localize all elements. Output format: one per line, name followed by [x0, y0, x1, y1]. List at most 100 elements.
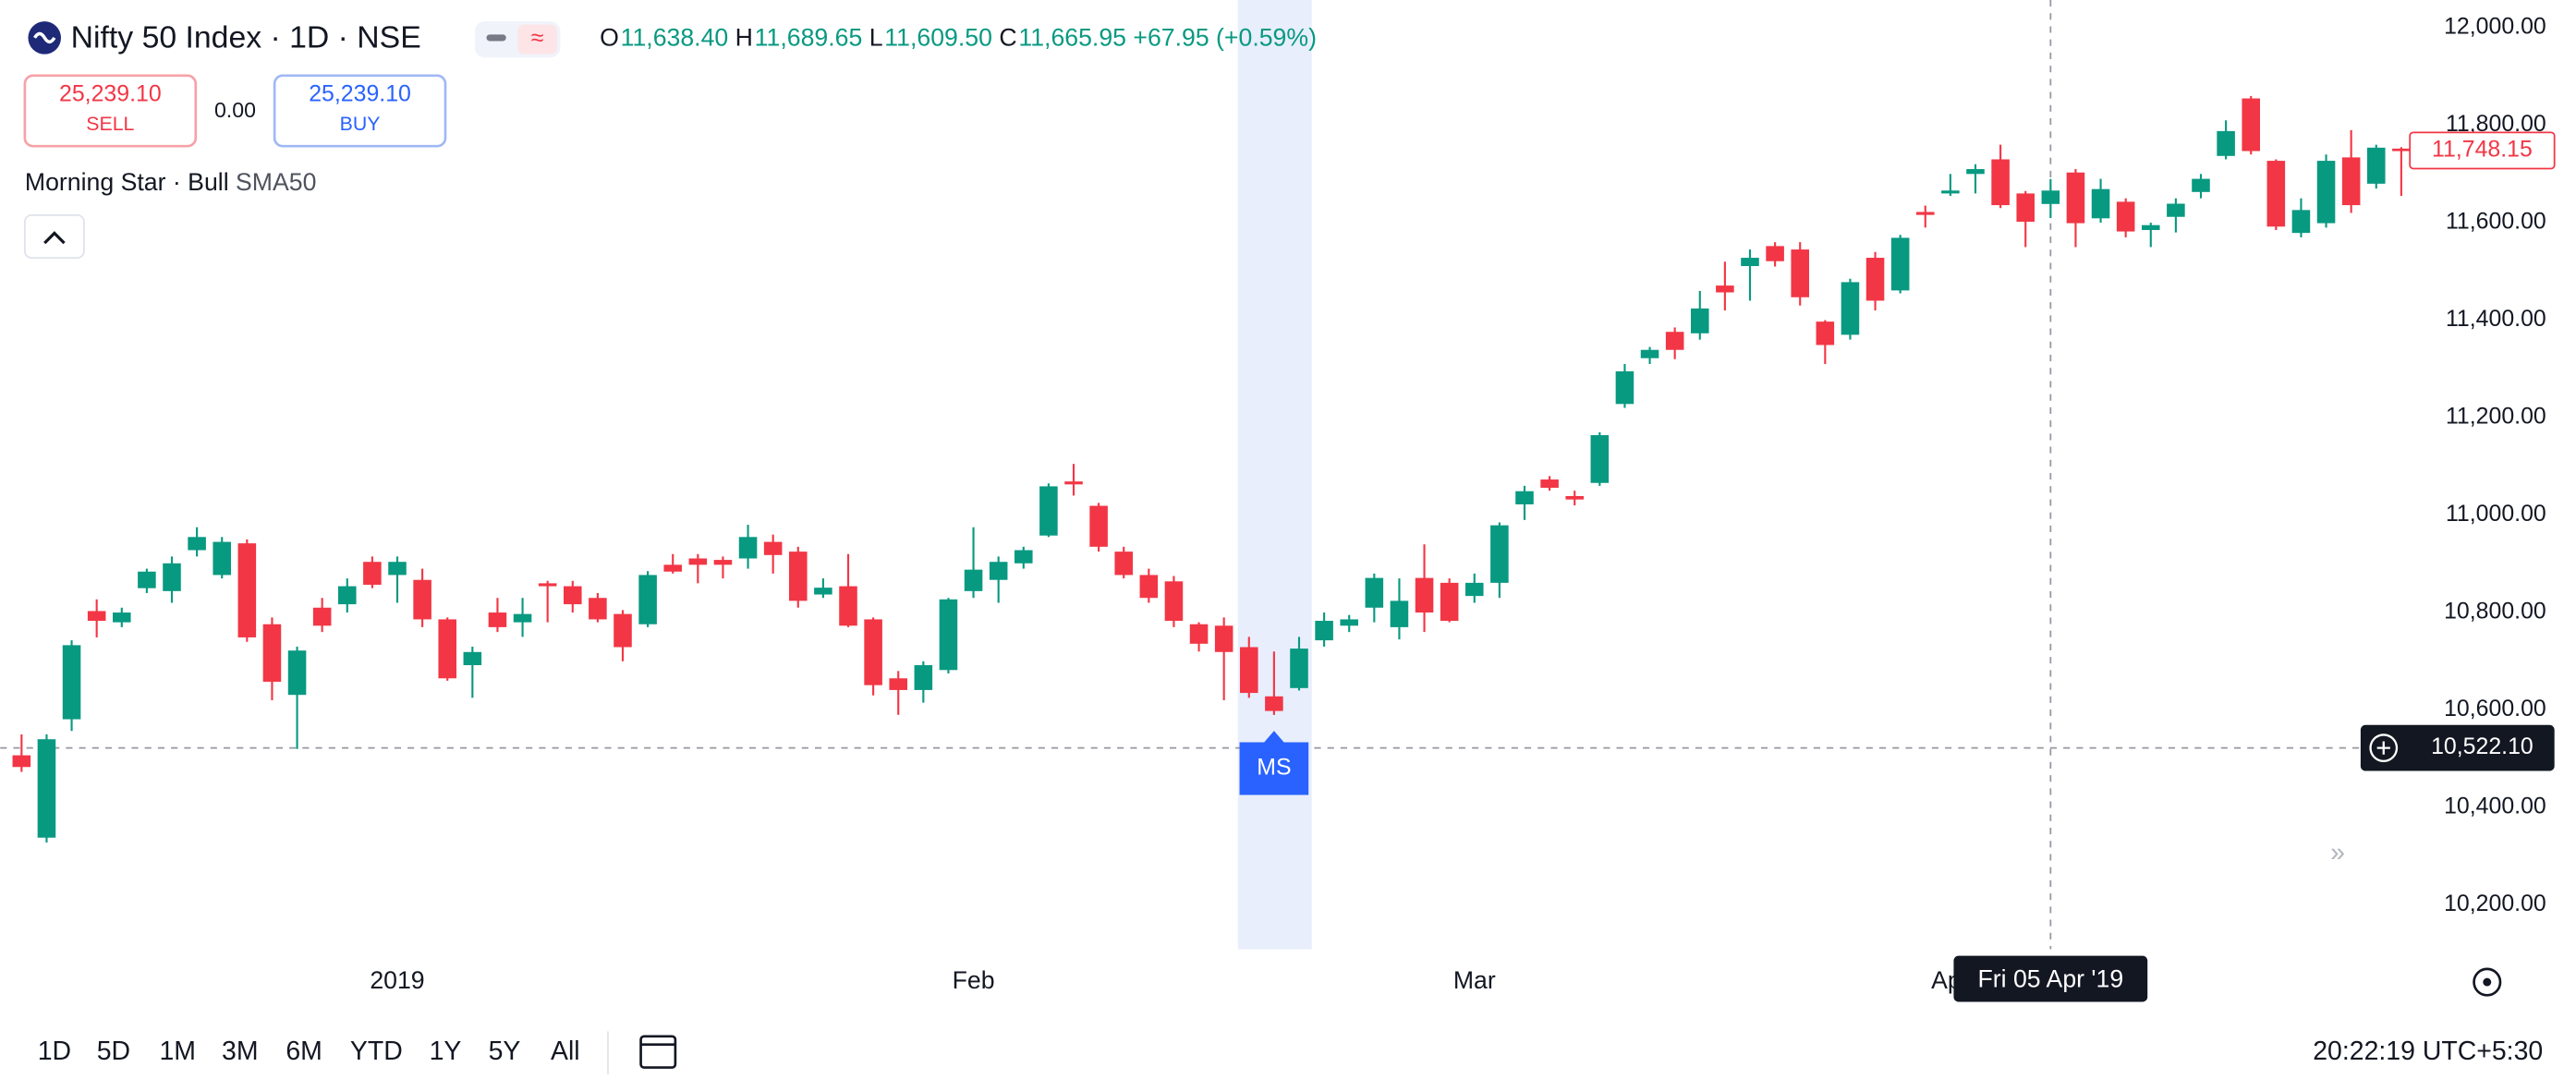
crosshair-date-tag	[1953, 955, 2148, 1002]
candle-body	[2316, 161, 2336, 224]
candle-body	[1490, 525, 1509, 583]
y-tick-label: 11,200.00	[2446, 404, 2546, 430]
range-button[interactable]: 5Y	[489, 1037, 521, 1066]
candle-body	[688, 558, 708, 565]
candle-body	[1941, 190, 1960, 194]
candle-body	[589, 598, 607, 620]
ohlc-gap	[992, 24, 999, 52]
candle-body	[1766, 246, 1784, 261]
auto-scale-button[interactable]	[2473, 967, 2502, 997]
range-button[interactable]: 3M	[222, 1037, 259, 1066]
candle-body	[2341, 157, 2361, 206]
y-tick-label: 11,000.00	[2446, 501, 2546, 527]
range-button[interactable]: YTD	[350, 1037, 403, 1066]
range-button[interactable]: 1Y	[430, 1037, 462, 1066]
candle-body	[363, 562, 382, 585]
candle-body	[1966, 169, 1985, 175]
candle-body	[1615, 370, 1634, 405]
crosshair-date-label: Fri 05 Apr '19	[1977, 964, 2123, 992]
add-alert-icon[interactable]	[2369, 733, 2399, 763]
candle-body	[438, 619, 456, 679]
y-tick-label: 10,200.00	[2444, 891, 2546, 916]
collapse-button[interactable]	[24, 214, 85, 259]
spread: 0.00	[214, 98, 256, 122]
candle-body	[2291, 210, 2311, 234]
buy-button[interactable]	[273, 74, 447, 148]
ohlc-legend: O 11,638.40 H 11,689.65 L 11,609.50 C 11,665…	[600, 24, 1317, 52]
ohlc-key: O	[600, 24, 619, 52]
candle-body	[1465, 582, 1484, 597]
candle-body	[1691, 308, 1709, 333]
candle-body	[1089, 505, 1108, 547]
clock: 20:22:19 UTC+5:30	[2313, 1037, 2543, 1066]
candle-body	[1865, 258, 1885, 301]
ohlc-change: +67.95 (+0.59%)	[1133, 24, 1317, 52]
candle-body	[713, 560, 733, 565]
buy-price: 25,239.10	[309, 81, 411, 107]
candle-body	[1590, 435, 1610, 483]
candle-body	[1365, 577, 1384, 608]
candle-body	[914, 665, 933, 690]
pattern-label: MS	[1257, 755, 1291, 781]
candle-body	[388, 562, 407, 576]
range-button[interactable]: 5D	[97, 1037, 130, 1066]
candle-body	[113, 612, 131, 623]
ohlc-key: L	[869, 24, 883, 52]
settings-toggle[interactable]	[517, 24, 557, 55]
candle-body	[163, 563, 181, 591]
indicator-param: SMA50	[236, 168, 316, 196]
candle-body	[138, 571, 156, 588]
last-price-tag	[2409, 131, 2556, 170]
sell-price: 25,239.10	[59, 81, 162, 107]
candle-body	[262, 624, 282, 682]
range-button[interactable]: All	[551, 1037, 580, 1066]
indicator-legend: Morning Star · Bull SMA50	[25, 168, 317, 196]
candle-body	[1189, 624, 1209, 644]
candle-body	[1340, 619, 1358, 626]
candle-body	[1716, 285, 1734, 293]
candle-body	[287, 650, 307, 696]
candle-body	[213, 541, 231, 576]
candle-body	[614, 613, 632, 648]
candle-body	[1139, 575, 1159, 599]
range-button[interactable]: 6M	[286, 1037, 322, 1066]
candle-body	[1440, 582, 1459, 622]
candle-body	[2217, 130, 2235, 156]
range-button[interactable]: 1M	[159, 1037, 196, 1066]
candle-body	[1841, 282, 1860, 335]
candle-body	[37, 739, 56, 838]
candle-body	[864, 619, 882, 685]
candle-body	[889, 678, 907, 690]
ohlc-values: O 11,638.40 H 11,689.65 L 11,609.50 C 11,665…	[600, 24, 1317, 52]
candle-body	[62, 645, 81, 720]
plus-glyph	[2376, 741, 2390, 755]
candle-body	[839, 586, 857, 626]
candle-body	[2091, 188, 2110, 219]
candle-body	[312, 607, 332, 626]
candle-body	[2041, 190, 2060, 204]
range-button[interactable]: 1D	[38, 1037, 71, 1066]
candle-body	[964, 569, 983, 591]
ohlc-value: 11,665.95	[1018, 24, 1126, 52]
candle-body	[1916, 212, 1935, 215]
plot-area	[0, 0, 2411, 950]
scroll-right[interactable]: »	[2330, 838, 2345, 867]
pattern-band	[1237, 0, 1312, 950]
candle-body	[1315, 621, 1333, 641]
candle-body	[1515, 491, 1534, 504]
sell-label: SELL	[86, 113, 134, 135]
candle-body	[738, 537, 758, 559]
ohlc-value: 11,689.65	[755, 24, 863, 52]
last-price-label: 11,748.15	[2432, 136, 2533, 162]
ohlc-value: 11,609.50	[884, 24, 992, 52]
pattern-marker	[1239, 731, 1309, 795]
candle-body	[1741, 258, 1759, 267]
date-range-button[interactable]	[639, 1035, 677, 1069]
sell-button[interactable]	[23, 74, 198, 148]
candle-body	[513, 613, 532, 623]
y-tick-label: 11,400.00	[2446, 306, 2546, 332]
range-bar: 1D 5D 1M 3M 6M YTD 1Y 5Y All	[38, 1037, 580, 1066]
auto-scale-dot	[2483, 977, 2492, 987]
indicator-name: Morning Star · Bull	[25, 168, 229, 196]
candle-body	[1265, 696, 1283, 711]
